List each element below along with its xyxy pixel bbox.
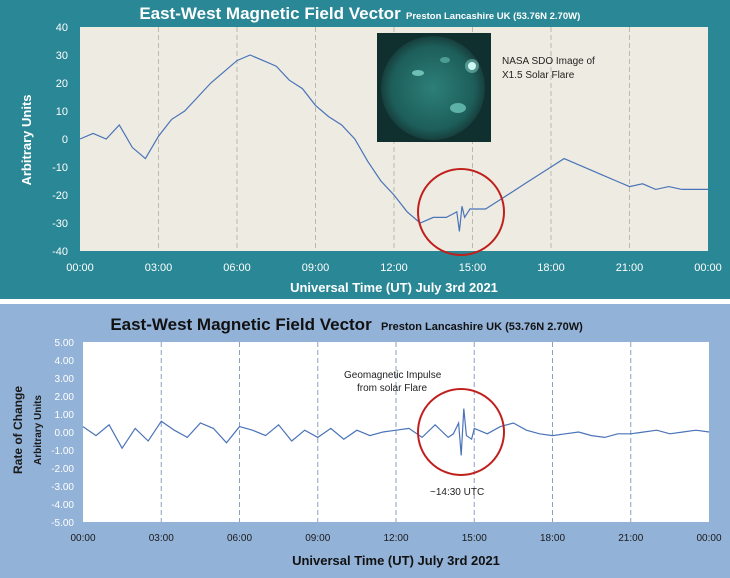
bottom-y-tick-label: -1.00 <box>51 446 74 457</box>
top-x-axis-label: Universal Time (UT) July 3rd 2021 <box>290 280 498 295</box>
impulse-annotation-line1: Geomagnetic Impulse <box>344 370 442 381</box>
top-y-tick-label: 10 <box>56 106 68 118</box>
bottom-y-tick-label: 0.00 <box>55 428 75 439</box>
sdo-caption-line1: NASA SDO Image of <box>502 56 595 67</box>
top-y-tick-label: 20 <box>56 78 68 90</box>
top-y-tick-label: -40 <box>52 246 68 258</box>
bottom-y-tick-label: 5.00 <box>55 338 75 349</box>
bottom-series-line <box>82 408 710 456</box>
bottom-x-tick-label: 06:00 <box>227 533 252 544</box>
top-y-tick-label: 0 <box>62 134 68 146</box>
top-y-tick-label: 40 <box>56 22 68 34</box>
bottom-x-tick-label: 03:00 <box>149 533 174 544</box>
bottom-chart-subtitle: Preston Lancashire UK (53.76N 2.70W) <box>381 321 583 333</box>
top-x-tick-label: 00:00 <box>66 262 94 274</box>
bottom-y-axis-sublabel: Arbitrary Units <box>33 395 44 465</box>
bottom-y-tick-labels: 5.00 4.00 3.00 2.00 1.00 0.00 -1.00 -2.00 -3.00 -… <box>51 338 74 529</box>
top-x-tick-label: 09:00 <box>302 262 330 274</box>
top-y-tick-labels: 40 30 20 10 0 -10 -20 -30 -40 <box>52 22 68 258</box>
top-flare-highlight-circle <box>417 168 505 256</box>
top-series-line <box>79 54 708 232</box>
bottom-y-tick-label: -3.00 <box>51 482 74 493</box>
top-y-tick-label: 30 <box>56 50 68 62</box>
top-y-tick-label: -30 <box>52 218 68 230</box>
bottom-y-tick-label: -2.00 <box>51 464 74 475</box>
bottom-x-tick-label: 00:00 <box>70 533 95 544</box>
bottom-x-tick-label: 00:00 <box>696 533 721 544</box>
bottom-y-tick-label: 2.00 <box>55 392 75 403</box>
top-x-tick-label: 03:00 <box>145 262 173 274</box>
bottom-x-tick-labels: 00:00 03:00 06:00 09:00 12:00 15:00 18:00 21:00… <box>70 533 721 544</box>
top-x-tick-label: 15:00 <box>459 262 487 274</box>
bottom-x-tick-label: 09:00 <box>305 533 330 544</box>
bottom-impulse-highlight-circle <box>417 388 505 476</box>
bottom-y-axis-label: Rate of Change <box>11 386 25 474</box>
top-y-tick-label: -10 <box>52 162 68 174</box>
bottom-x-tick-label: 15:00 <box>462 533 487 544</box>
top-y-axis-label: Arbitrary Units <box>19 94 34 185</box>
bottom-x-axis-label: Universal Time (UT) July 3rd 2021 <box>292 553 500 568</box>
top-chart-title: East-West Magnetic Field Vector <box>139 4 401 23</box>
nasa-sdo-sun-image <box>377 33 491 142</box>
top-x-tick-label: 06:00 <box>223 262 251 274</box>
bottom-chart-title: East-West Magnetic Field Vector <box>110 315 372 334</box>
top-x-tick-label: 21:00 <box>616 262 644 274</box>
top-chart: East-West Magnetic Field Vector Preston … <box>19 4 722 295</box>
sdo-caption-line2: X1.5 Solar Flare <box>502 70 575 81</box>
top-x-tick-label: 12:00 <box>380 262 408 274</box>
top-x-tick-label: 00:00 <box>694 262 722 274</box>
bottom-x-tick-label: 12:00 <box>383 533 408 544</box>
bottom-gridlines <box>160 342 632 522</box>
impulse-time-annotation: ~14:30 UTC <box>430 487 484 498</box>
top-x-tick-label: 18:00 <box>537 262 565 274</box>
impulse-annotation-line2: from solar Flare <box>357 383 427 394</box>
top-chart-subtitle: Preston Lancashire UK (53.76N 2.70W) <box>406 11 580 22</box>
bottom-y-tick-label: -4.00 <box>51 500 74 511</box>
top-y-tick-label: -20 <box>52 190 68 202</box>
bottom-y-tick-label: 1.00 <box>55 410 75 421</box>
bottom-y-tick-label: 4.00 <box>55 356 75 367</box>
bottom-x-tick-label: 18:00 <box>540 533 565 544</box>
top-x-tick-labels: 00:00 03:00 06:00 09:00 12:00 15:00 18:00 21:00… <box>66 262 722 274</box>
bottom-y-tick-label: 3.00 <box>55 374 75 385</box>
bottom-y-tick-label: -5.00 <box>51 518 74 529</box>
bottom-chart: East-West Magnetic Field Vector Preston … <box>11 315 722 568</box>
bottom-x-tick-label: 21:00 <box>618 533 643 544</box>
